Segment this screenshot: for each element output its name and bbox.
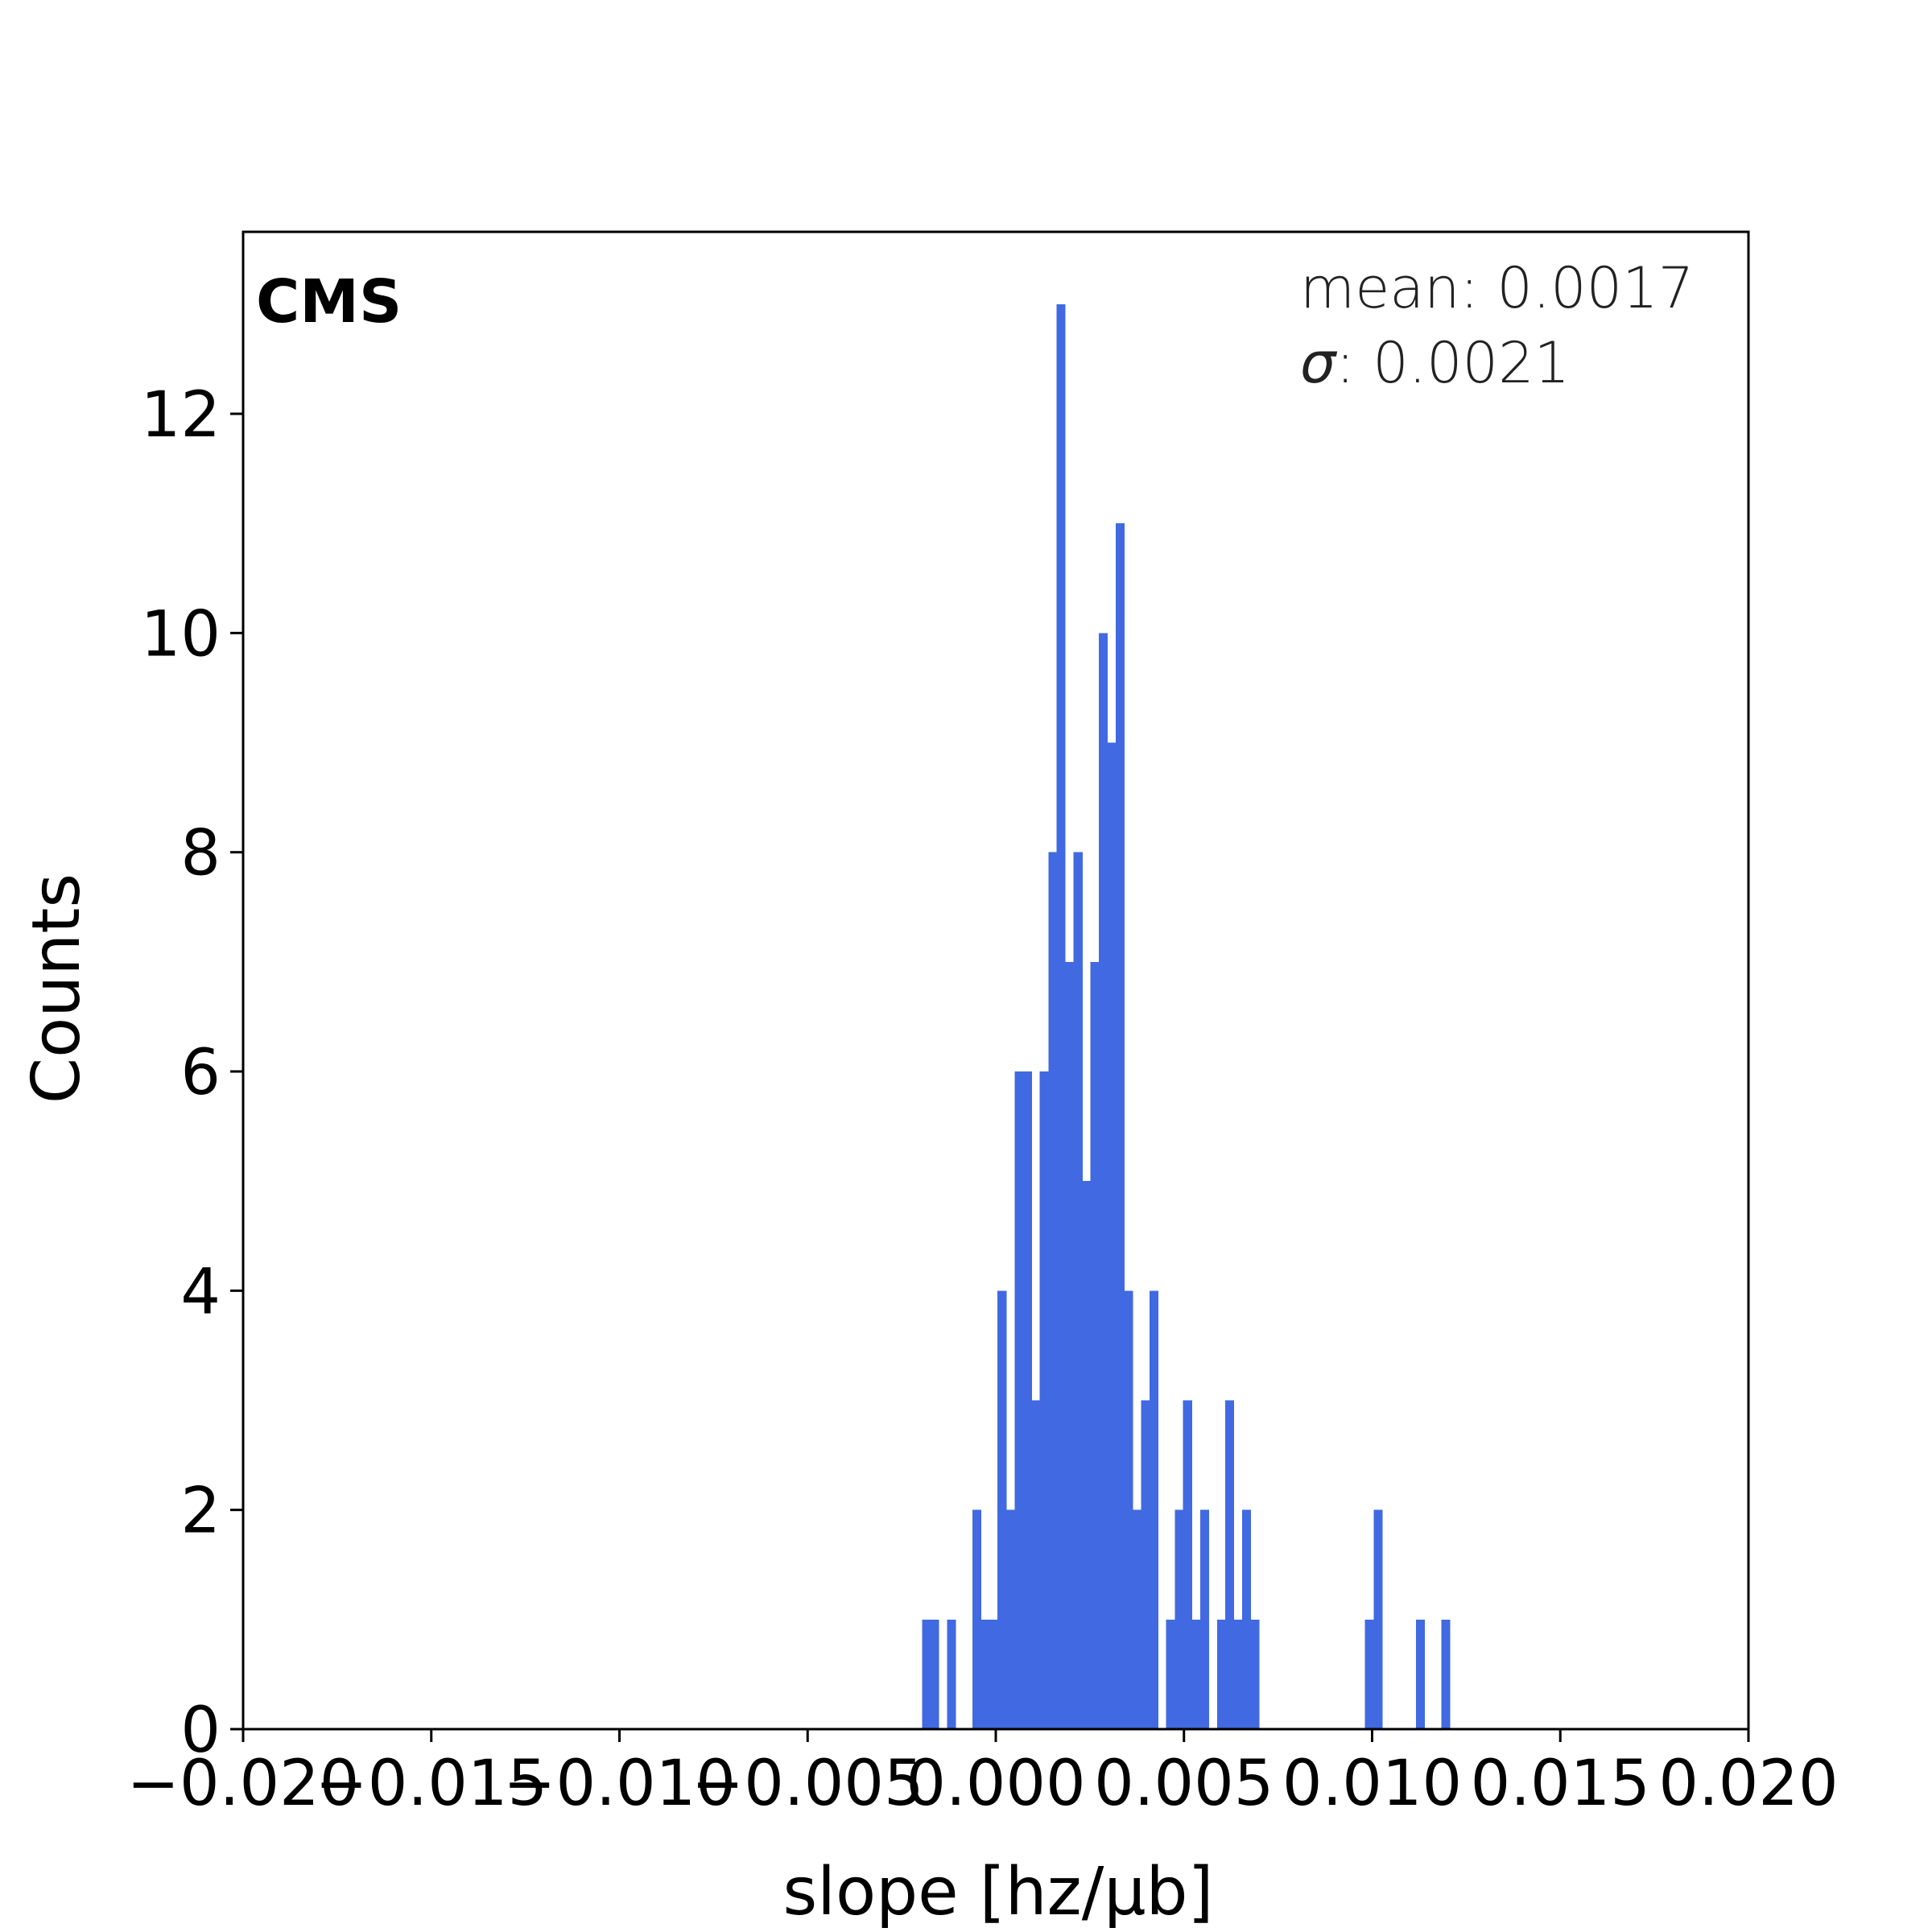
- y-axis-label: Counts: [19, 873, 95, 1104]
- histogram-bar-23: [1116, 523, 1125, 1730]
- y-axis-ticks: 0 2 4 6 8 10 12: [141, 379, 243, 1767]
- y-tick-label: 0: [180, 1695, 221, 1767]
- histogram-bar-20: [1090, 961, 1100, 1729]
- sigma-value: : 0.0021: [1335, 330, 1570, 396]
- histogram-bar-37: [1233, 1619, 1243, 1729]
- x-tick-label: 0.015: [1471, 1748, 1650, 1820]
- y-tick-label: 6: [180, 1037, 221, 1109]
- histogram-bar-25: [1133, 1509, 1142, 1729]
- histogram-bar-42: [1416, 1619, 1426, 1729]
- histogram-bar-36: [1225, 1400, 1235, 1729]
- histogram-bar-29: [1166, 1619, 1175, 1729]
- experiment-label: CMS: [256, 267, 402, 336]
- x-tick-label: −0.020: [127, 1748, 360, 1820]
- histogram-bar-13: [1031, 1400, 1041, 1729]
- histogram-bar-41: [1373, 1509, 1383, 1729]
- x-tick-label: 0.010: [1282, 1748, 1462, 1820]
- histogram-bar-10: [1006, 1509, 1016, 1729]
- sigma-symbol: σ: [1300, 330, 1338, 396]
- plot-frame: [242, 230, 1750, 1731]
- histogram-bar-40: [1364, 1619, 1374, 1729]
- histogram-bar-8: [989, 1619, 999, 1729]
- histogram-bar-26: [1141, 1400, 1150, 1729]
- histogram-bar-22: [1107, 742, 1117, 1729]
- x-tick-label: 0.000: [906, 1748, 1085, 1820]
- stats-mean: mean: 0.0017: [1300, 255, 1694, 321]
- x-tick-label: −0.010: [503, 1748, 736, 1820]
- histogram-bar-31: [1183, 1400, 1192, 1729]
- x-tick-label: −0.015: [315, 1748, 547, 1820]
- histogram-bar-19: [1081, 1181, 1092, 1729]
- x-axis-label: slope [hz/μb]: [782, 1854, 1213, 1930]
- histogram-bar-14: [1039, 1071, 1049, 1729]
- histogram-bars: [922, 303, 1451, 1730]
- histogram-bar-0: [922, 1619, 931, 1729]
- y-tick-label: 8: [180, 818, 221, 890]
- histogram-bar-15: [1048, 852, 1058, 1729]
- y-tick-label: 2: [180, 1476, 221, 1548]
- histogram-bar-33: [1199, 1509, 1209, 1729]
- x-tick-label: −0.005: [691, 1748, 924, 1820]
- histogram-bar-7: [980, 1619, 990, 1729]
- histogram-bar-35: [1216, 1619, 1226, 1729]
- histogram-bar-27: [1150, 1290, 1159, 1729]
- histogram-bar-32: [1191, 1619, 1201, 1729]
- histogram-bar-38: [1242, 1509, 1252, 1729]
- y-tick-label: 12: [141, 379, 221, 452]
- y-tick-label: 10: [141, 598, 221, 671]
- histogram-bar-11: [1014, 1071, 1024, 1729]
- histogram-bar-6: [972, 1509, 981, 1729]
- histogram-bar-16: [1056, 303, 1066, 1729]
- stats-sigma: σ: 0.0021: [1300, 330, 1570, 396]
- x-tick-label: 0.020: [1658, 1748, 1838, 1820]
- histogram-bar-21: [1099, 633, 1108, 1729]
- histogram-bar-9: [997, 1290, 1007, 1729]
- histogram-bar-18: [1073, 852, 1083, 1729]
- histogram-bar-12: [1023, 1071, 1033, 1729]
- histogram-bar-39: [1250, 1619, 1260, 1729]
- histogram-bar-17: [1065, 961, 1075, 1729]
- histogram-bar-3: [947, 1619, 956, 1729]
- histogram-bar-30: [1174, 1509, 1184, 1729]
- histogram-bar-43: [1441, 1619, 1451, 1729]
- y-tick-label: 4: [180, 1256, 221, 1328]
- x-tick-label: 0.005: [1094, 1748, 1274, 1820]
- histogram-bar-24: [1124, 1290, 1133, 1729]
- histogram-bar-1: [930, 1619, 939, 1729]
